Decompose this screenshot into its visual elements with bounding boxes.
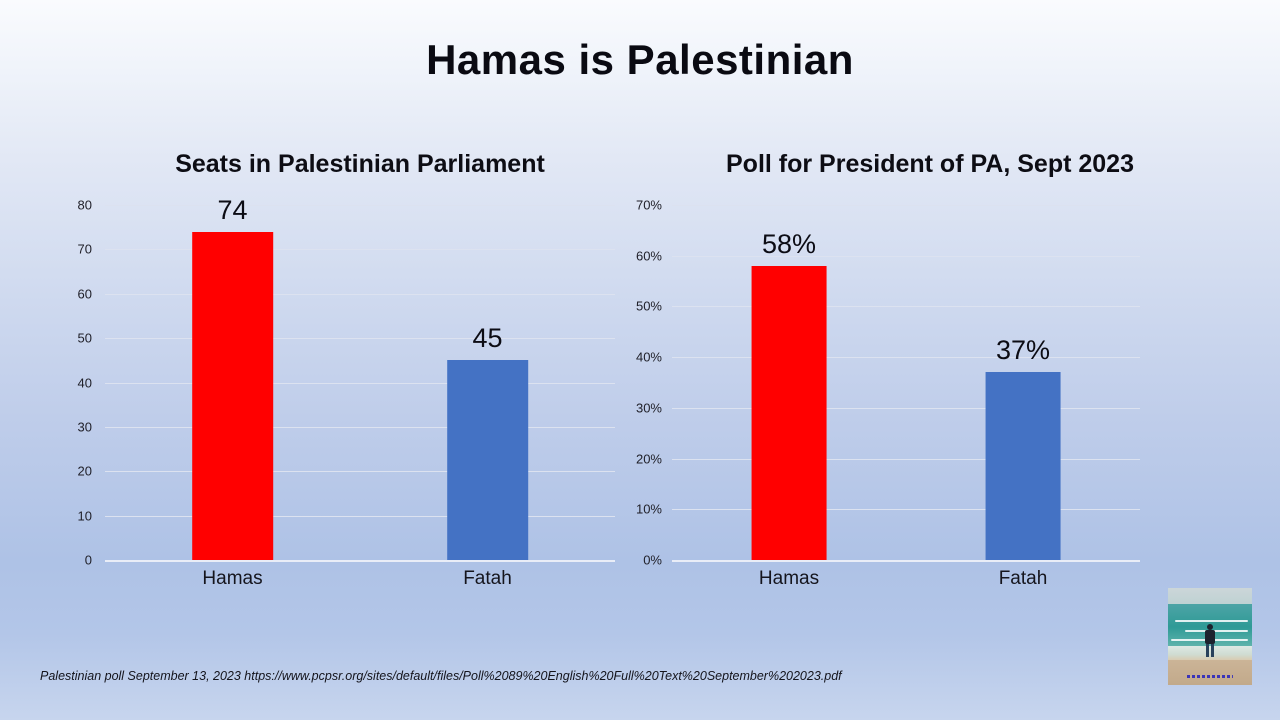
chart-title-parliament: Seats in Palestinian Parliament bbox=[175, 150, 545, 178]
plot-area-parliament: 74 45 bbox=[105, 195, 615, 562]
gridline bbox=[672, 458, 1140, 460]
person-leg bbox=[1211, 643, 1214, 657]
gridline bbox=[105, 338, 615, 340]
y-axis-tick-label: 10 bbox=[77, 508, 92, 524]
y-axis-tick-label: 20 bbox=[77, 463, 92, 479]
y-axis-tick-label: 30% bbox=[635, 400, 662, 416]
chart-title-poll: Poll for President of PA, Sept 2023 bbox=[726, 150, 1134, 178]
y-axis-tick-label: 20% bbox=[635, 451, 662, 467]
y-axis-tick-label: 0 bbox=[84, 552, 92, 568]
y-axis-tick-label: 0% bbox=[643, 552, 662, 568]
y-axis-tick-label: 50 bbox=[77, 330, 92, 346]
photo-sky bbox=[1168, 588, 1252, 604]
person-head bbox=[1207, 623, 1213, 630]
gridline bbox=[672, 407, 1140, 409]
x-axis-line bbox=[105, 560, 615, 562]
gridline bbox=[672, 509, 1140, 511]
slide-title: Hamas is Palestinian bbox=[426, 36, 854, 83]
y-axis-tick-label: 60% bbox=[635, 248, 662, 264]
y-axis-tick-label: 30 bbox=[77, 419, 92, 435]
beach-photo bbox=[1168, 588, 1252, 685]
bar-value-label: 37% bbox=[995, 335, 1051, 366]
y-axis-tick-label: 70 bbox=[77, 241, 92, 257]
person-silhouette bbox=[1204, 623, 1216, 658]
bar-hamas bbox=[751, 265, 827, 560]
person-leg bbox=[1206, 643, 1209, 657]
gridline bbox=[672, 205, 1140, 206]
bar-value-label: 45 bbox=[472, 323, 503, 354]
category-label: Fatah bbox=[998, 568, 1048, 589]
bar-value-label: 58% bbox=[761, 228, 817, 259]
gridline bbox=[105, 293, 615, 295]
category-label: Hamas bbox=[758, 568, 820, 589]
photo-surf bbox=[1168, 646, 1252, 660]
y-axis-tick-label: 50% bbox=[635, 298, 662, 314]
gridline bbox=[672, 255, 1140, 257]
gridline bbox=[105, 249, 615, 251]
y-axis-tick-label: 60 bbox=[77, 286, 92, 302]
gridline bbox=[105, 515, 615, 517]
source-citation: Palestinian poll September 13, 2023 http… bbox=[40, 669, 842, 683]
x-axis-poll: Hamas Fatah bbox=[672, 560, 1140, 600]
y-axis-parliament: 80 70 60 50 40 30 20 10 0 bbox=[40, 198, 92, 568]
bar-fatah bbox=[446, 360, 529, 560]
plot-area-poll: 58% 37% bbox=[672, 205, 1140, 562]
x-axis-parliament: Hamas Fatah bbox=[105, 560, 615, 600]
bar-hamas bbox=[191, 231, 274, 560]
person-torso bbox=[1205, 629, 1215, 644]
y-axis-tick-label: 10% bbox=[635, 501, 662, 517]
gridline bbox=[672, 306, 1140, 308]
y-axis-tick-label: 70% bbox=[635, 197, 662, 213]
gridline bbox=[105, 426, 615, 428]
gridline bbox=[105, 382, 615, 384]
gridline bbox=[105, 471, 615, 473]
y-axis-poll: 70% 60% 50% 40% 30% 20% 10% 0% bbox=[610, 198, 662, 568]
category-label: Fatah bbox=[463, 568, 512, 589]
x-axis-line bbox=[672, 560, 1140, 562]
gridline bbox=[105, 205, 615, 206]
photo-wave bbox=[1174, 619, 1248, 622]
bar-value-label: 74 bbox=[217, 194, 248, 225]
y-axis-tick-label: 40 bbox=[77, 375, 92, 390]
category-label: Hamas bbox=[202, 568, 263, 589]
bar-fatah bbox=[985, 372, 1061, 560]
y-axis-tick-label: 80 bbox=[77, 197, 92, 213]
y-axis-tick-label: 40% bbox=[635, 349, 662, 365]
photo-watermark bbox=[1186, 675, 1234, 679]
photo-wave bbox=[1184, 629, 1248, 632]
photo-sand bbox=[1168, 659, 1252, 685]
gridline bbox=[672, 357, 1140, 359]
